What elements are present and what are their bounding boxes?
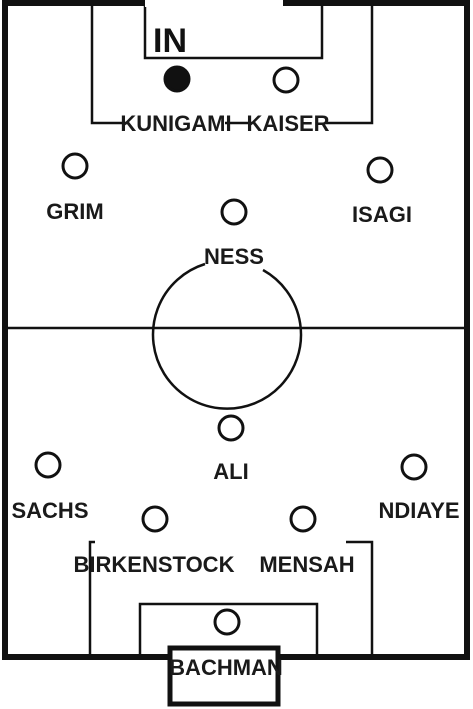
player-ali: ALI [213, 414, 249, 484]
bottom-goal [167, 645, 281, 707]
player-label: KUNIGAMI [120, 111, 231, 136]
bottom-penalty-box-left [88, 540, 95, 657]
player-bachman: BACHMAN [169, 608, 283, 680]
player-marker [272, 66, 300, 94]
in-badge: IN [153, 22, 187, 60]
top-penalty-box-right [325, 3, 374, 125]
bottom-penalty-box-right [346, 540, 374, 657]
player-mensah: MENSAH [259, 505, 355, 577]
player-grim: GRIM [46, 152, 104, 224]
player-marker [213, 608, 241, 636]
bottom-goal-area [138, 602, 319, 657]
player-marker [366, 156, 394, 184]
player-marker [289, 505, 317, 533]
player-ndiaye: NDIAYE [378, 453, 460, 523]
player-birkenstock: BIRKENSTOCK [74, 505, 235, 578]
centre-circle [151, 262, 303, 410]
player-marker [141, 505, 169, 533]
player-marker [220, 198, 248, 226]
player-label: BACHMAN [169, 655, 283, 680]
player-label: BIRKENSTOCK [74, 552, 235, 577]
player-kunigami: KUNIGAMI [120, 65, 232, 136]
player-marker [34, 451, 62, 479]
player-marker [400, 453, 428, 481]
player-label: ISAGI [352, 202, 412, 227]
player-label: ALI [213, 459, 248, 484]
player-sachs: SACHS [11, 451, 89, 523]
top-penalty-box [90, 3, 128, 125]
player-kaiser: KAISER [246, 66, 330, 136]
player-label: NESS [204, 244, 264, 269]
player-label: KAISER [246, 111, 329, 136]
player-isagi: ISAGI [352, 156, 412, 227]
player-ness: NESS [204, 198, 264, 269]
player-label: MENSAH [259, 552, 354, 577]
player-label: SACHS [11, 498, 88, 523]
player-marker [61, 152, 89, 180]
player-label: NDIAYE [378, 498, 459, 523]
player-marker [163, 65, 191, 93]
player-label: GRIM [46, 199, 103, 224]
top-goal [145, 0, 283, 7]
player-marker [217, 414, 245, 442]
top-goal-area [143, 3, 324, 60]
